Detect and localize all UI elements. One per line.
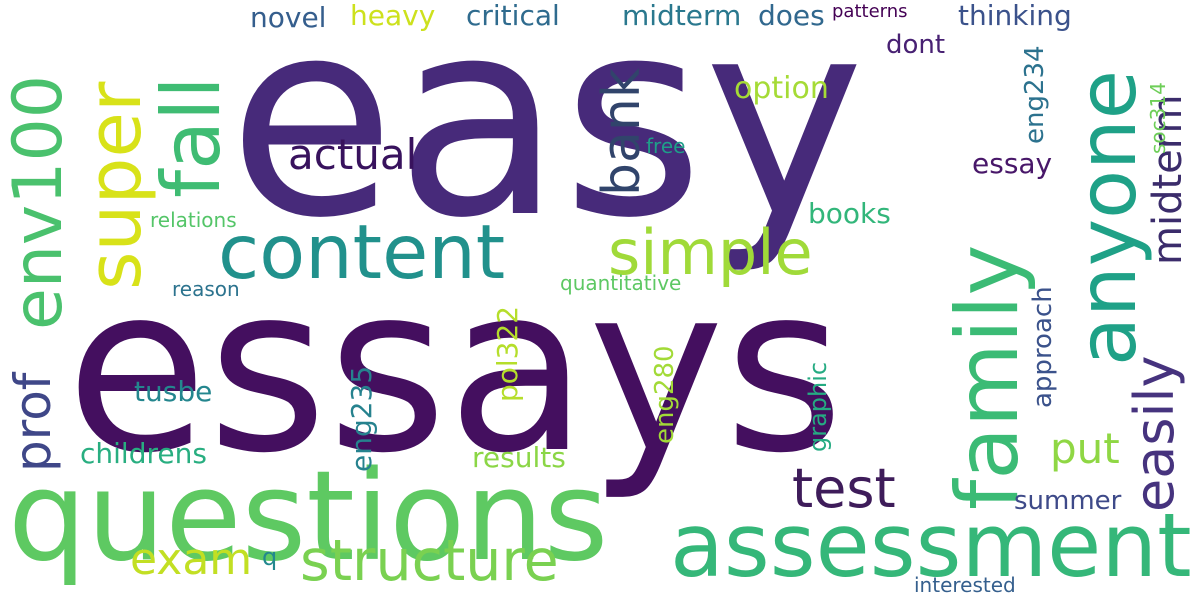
word-relations: relations	[150, 208, 237, 232]
word-books: books	[808, 197, 891, 230]
word-put: put	[1050, 424, 1120, 473]
word-tusbe: tusbe	[134, 375, 213, 408]
word-env100: env100	[0, 75, 78, 330]
word-interested: interested	[914, 573, 1016, 597]
word-patterns: patterns	[832, 1, 908, 22]
word-soc314: soc314	[1146, 82, 1170, 154]
word-assessment: assessment	[670, 494, 1192, 597]
word-pol322: pol322	[491, 305, 524, 402]
word-exam: exam	[130, 534, 253, 585]
word-structure: structure	[300, 528, 559, 594]
word-thinking: thinking	[958, 0, 1072, 32]
word-childrens: childrens	[80, 437, 207, 470]
word-quantitative: quantitative	[560, 271, 682, 295]
word-easy: easy	[228, 0, 865, 278]
word-dont: dont	[886, 30, 946, 60]
word-super: super	[72, 81, 158, 290]
word-critical: critical	[466, 0, 560, 32]
word-does: does	[758, 0, 825, 32]
word-midterm: midterm	[622, 0, 742, 32]
word-family: family	[938, 244, 1038, 510]
word-heavy: heavy	[350, 0, 436, 32]
word-eng235: eng235	[345, 365, 378, 472]
word-content: content	[218, 208, 506, 296]
word-fall: fall	[145, 76, 238, 198]
word-easily: easily	[1123, 355, 1186, 512]
word-graphic: graphic	[804, 361, 832, 452]
word-simple: simple	[608, 216, 813, 289]
word-prof: prof	[4, 372, 62, 472]
word-essays: essays	[66, 237, 845, 504]
word-reason: reason	[172, 277, 240, 301]
word-free: free	[646, 134, 686, 158]
word-actual: actual	[288, 130, 418, 179]
word-results: results	[472, 441, 566, 474]
word-test: test	[792, 457, 896, 520]
word-bank: bank	[592, 68, 652, 196]
word-approach: approach	[1028, 286, 1058, 408]
word-eng280: eng280	[650, 345, 680, 444]
word-eng234: eng234	[1020, 45, 1050, 144]
word-summer: summer	[1014, 486, 1122, 516]
word-novel: novel	[250, 1, 327, 34]
word-essay: essay	[972, 147, 1053, 180]
word-questions: questions	[8, 445, 609, 589]
word-q: q	[262, 543, 278, 571]
word-option: option	[734, 71, 829, 106]
word-anyone: anyone	[1061, 70, 1154, 366]
